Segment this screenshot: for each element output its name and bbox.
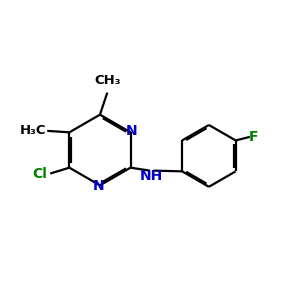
Text: NH: NH [140, 169, 163, 183]
Text: N: N [126, 124, 137, 138]
Text: H₃C: H₃C [19, 124, 46, 137]
Text: N: N [93, 179, 105, 193]
Text: F: F [249, 130, 258, 144]
Text: CH₃: CH₃ [94, 74, 121, 87]
Text: Cl: Cl [32, 167, 47, 181]
